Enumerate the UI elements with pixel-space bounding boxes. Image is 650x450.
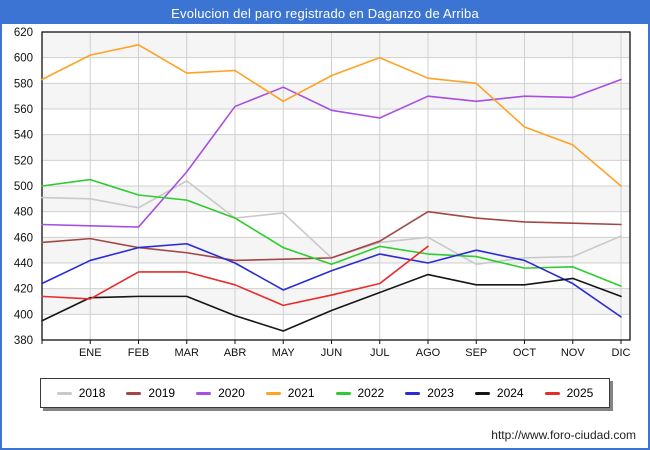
legend-dash-icon: [544, 391, 560, 395]
legend-dash-icon: [265, 391, 281, 395]
x-tick-label: SEP: [465, 347, 487, 359]
y-tick-label: 540: [14, 130, 33, 142]
x-tick-label: OCT: [513, 347, 537, 359]
legend-dash-icon: [126, 391, 142, 395]
y-tick-label: 600: [14, 53, 33, 65]
legend-dash-icon: [405, 391, 421, 395]
legend-label: 2021: [287, 386, 315, 400]
plot-band: [42, 32, 630, 58]
series-line-2020: [41, 78, 622, 228]
series-line-2023: [41, 242, 622, 318]
x-tick-label: MAR: [175, 347, 200, 359]
y-tick-label: 440: [14, 258, 33, 270]
legend-dash-icon: [474, 391, 490, 395]
x-tick-label: AGO: [416, 347, 441, 359]
y-tick-label: 620: [14, 27, 33, 39]
x-tick-label: ABR: [224, 347, 247, 359]
x-tick-label: NOV: [561, 347, 586, 359]
legend-dash-icon: [335, 391, 351, 395]
chart-title: Evolucion del paro registrado en Daganzo…: [171, 5, 479, 21]
legend: 2018 2019 2020 2021 2022 2023 2024 2025: [39, 378, 611, 408]
legend-item-2025: 2025: [544, 386, 594, 400]
x-tick-label: JUL: [370, 347, 390, 359]
plot-band: [42, 186, 630, 212]
plot-band: [42, 288, 630, 315]
x-tick-label: MAY: [272, 347, 296, 359]
legend-dash-icon: [56, 391, 72, 395]
legend-item-2019: 2019: [126, 386, 175, 400]
title-bar: Evolucion del paro registrado en Daganzo…: [2, 2, 648, 24]
y-tick-label: 400: [14, 309, 33, 321]
y-tick-label: 520: [14, 155, 33, 167]
legend-item-2018: 2018: [56, 386, 106, 400]
series-line-2025: [41, 245, 429, 307]
y-tick-label: 460: [14, 232, 33, 244]
legend-label: 2025: [566, 386, 594, 400]
legend-item-2022: 2022: [335, 386, 385, 400]
legend-label: 2020: [218, 386, 245, 400]
footer-url: http://www.foro-ciudad.com: [491, 428, 636, 442]
legend-dash-icon: [196, 391, 212, 395]
legend-item-2021: 2021: [265, 386, 315, 400]
legend-item-2024: 2024: [474, 386, 524, 400]
plot-band: [42, 134, 630, 161]
y-tick-label: 580: [14, 78, 33, 90]
paro-evolution-chart: 620 600 580 560 540 520 500 480 460 440 420 400 380 E…: [14, 27, 631, 359]
series-line-2022: [41, 178, 622, 287]
x-tick-label: FEB: [128, 347, 149, 359]
legend-label: 2019: [148, 386, 176, 400]
legend-label: 2023: [427, 386, 454, 400]
y-tick-label: 500: [14, 181, 33, 193]
y-tick-label: 380: [14, 335, 33, 347]
legend-label: 2018: [78, 386, 106, 400]
y-tick-label: 420: [14, 284, 33, 296]
series-line-2021: [41, 44, 622, 187]
y-tick-label: 480: [14, 207, 33, 219]
legend-item-2020: 2020: [196, 386, 245, 400]
legend-label: 2022: [357, 386, 385, 400]
x-tick-label: DIC: [612, 347, 631, 359]
legend-item-2023: 2023: [405, 386, 454, 400]
x-tick-label: ENE: [79, 347, 102, 359]
x-tick-label: JUN: [321, 347, 342, 359]
y-tick-label: 560: [14, 104, 33, 116]
legend-label: 2024: [496, 386, 524, 400]
plot-band: [42, 237, 630, 263]
series-line-2024: [41, 273, 622, 332]
